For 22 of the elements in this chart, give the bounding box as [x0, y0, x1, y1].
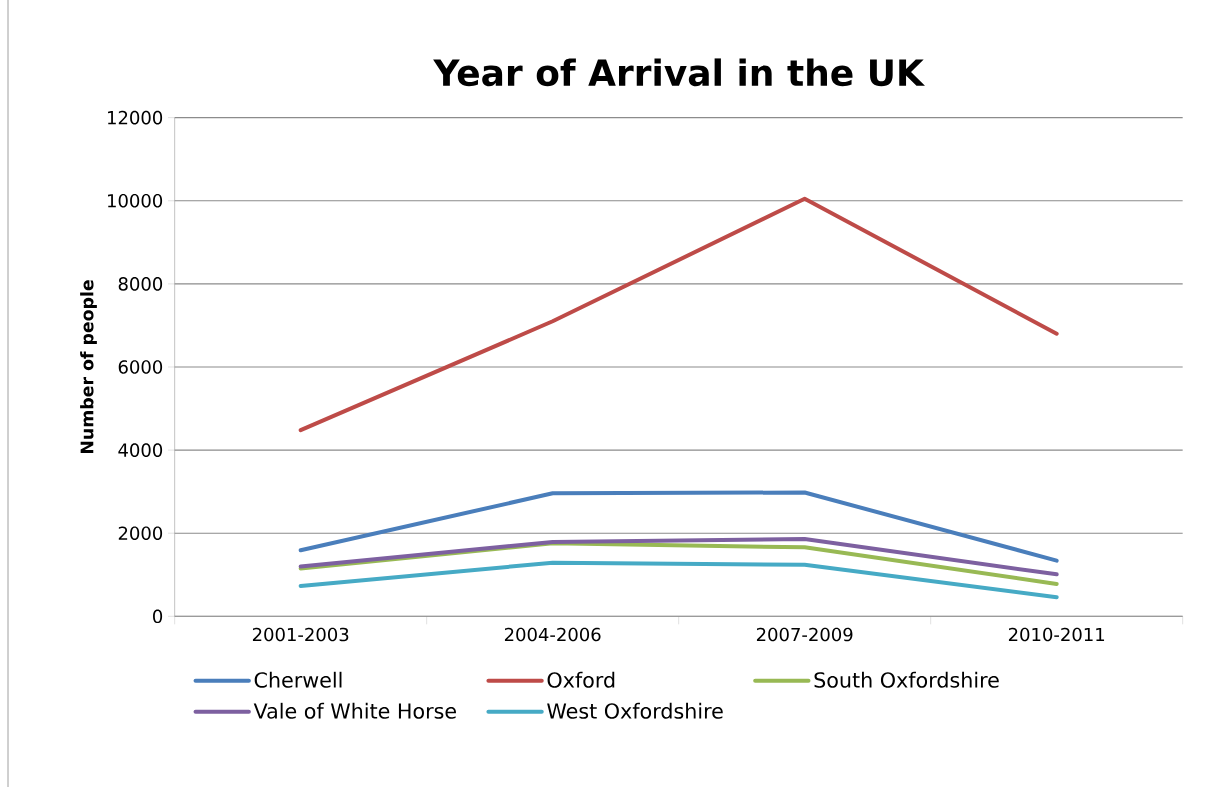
- y-tick-label: 12000: [108, 110, 163, 125]
- x-tick-label: 2001-2003: [252, 627, 349, 642]
- y-axis-title: Number of people: [80, 280, 97, 454]
- y-tick-label: 4000: [118, 443, 163, 457]
- y-tick-label: 10000: [108, 193, 163, 208]
- y-tick-label: 2000: [118, 526, 163, 541]
- legend-label: Cherwell: [254, 671, 342, 688]
- line-series: [298, 560, 1059, 600]
- x-tick-label: 2004-2006: [504, 627, 601, 642]
- line-series: [298, 537, 1059, 577]
- legend-label: Oxford: [547, 671, 615, 688]
- legend-label: West Oxfordshire: [547, 702, 723, 719]
- legend-label: South Oxfordshire: [814, 671, 999, 688]
- x-tick-label: 2007-2009: [756, 627, 853, 642]
- x-tick-label: 2010-2011: [1008, 627, 1105, 642]
- line-series: [298, 490, 1059, 563]
- legend-label: Vale of White Horse: [253, 702, 456, 719]
- y-tick-label: 0: [153, 609, 163, 624]
- y-tick-label: 6000: [118, 360, 163, 374]
- line-series: [298, 196, 1059, 433]
- y-tick-label: 8000: [118, 277, 163, 291]
- chart-title: Year of Arrival in the UK: [433, 58, 925, 87]
